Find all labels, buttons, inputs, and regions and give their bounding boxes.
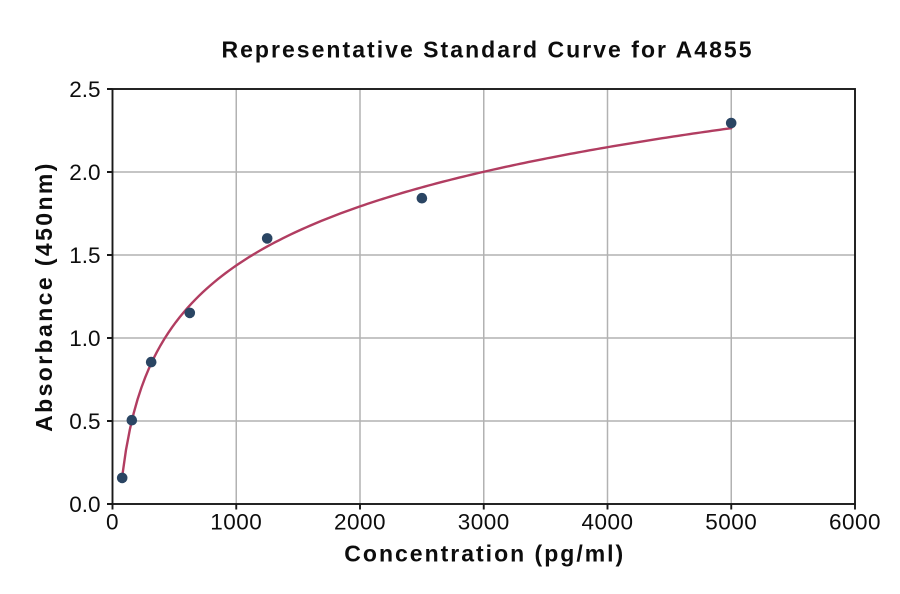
svg-text:1.0: 1.0 xyxy=(69,326,100,351)
svg-text:6000: 6000 xyxy=(829,510,881,535)
svg-text:1.5: 1.5 xyxy=(69,243,100,268)
svg-text:2.0: 2.0 xyxy=(69,160,100,185)
svg-text:5000: 5000 xyxy=(705,510,757,535)
svg-text:1000: 1000 xyxy=(210,510,262,535)
svg-text:0: 0 xyxy=(106,510,119,535)
svg-text:0.0: 0.0 xyxy=(69,492,100,517)
svg-text:Absorbance (450nm): Absorbance (450nm) xyxy=(31,161,57,432)
svg-text:4000: 4000 xyxy=(581,510,633,535)
svg-text:Representative Standard Curve: Representative Standard Curve for A4855 xyxy=(221,37,753,63)
svg-text:0.5: 0.5 xyxy=(69,409,100,434)
svg-text:Concentration (pg/ml): Concentration (pg/ml) xyxy=(344,541,625,567)
svg-text:2000: 2000 xyxy=(334,510,386,535)
svg-text:2.5: 2.5 xyxy=(69,77,100,102)
svg-text:3000: 3000 xyxy=(458,510,510,535)
